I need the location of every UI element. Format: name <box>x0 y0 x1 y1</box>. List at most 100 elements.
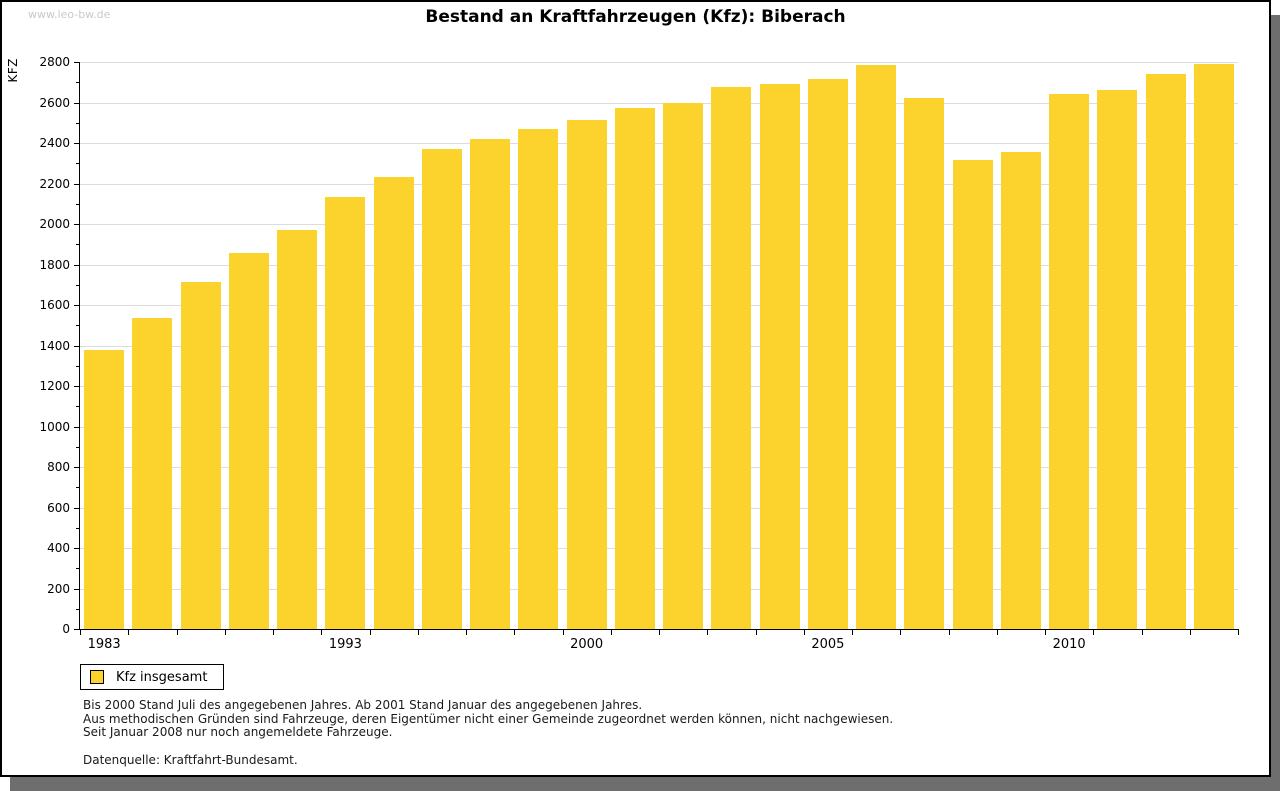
y-tick <box>74 629 80 630</box>
y-tick <box>74 345 80 347</box>
x-tick-label: 2000 <box>570 637 604 652</box>
y-tick-minor <box>76 527 80 529</box>
page-title: Bestand an Kraftfahrzeugen (Kfz): Bibera… <box>425 7 846 27</box>
x-tick <box>466 629 467 635</box>
bar <box>84 349 125 629</box>
bar <box>132 318 173 629</box>
y-tick-label: 1200 <box>39 379 70 393</box>
x-tick <box>80 629 81 635</box>
y-tick-minor <box>76 325 80 327</box>
y-tick-label: 2200 <box>39 176 70 191</box>
y-tick-minor <box>76 284 80 286</box>
x-tick <box>128 629 130 635</box>
x-tick <box>852 629 853 635</box>
bar <box>807 79 848 629</box>
gridline <box>80 62 1238 63</box>
bar <box>952 160 993 629</box>
bar <box>1000 152 1041 629</box>
bar <box>373 177 414 629</box>
y-tick-label: 800 <box>47 460 70 474</box>
legend: Kfz insgesamt <box>80 664 225 690</box>
y-tick <box>74 507 80 509</box>
footnotes: Bis 2000 Stand Juli des angegebenen Jahr… <box>83 698 894 740</box>
gridline <box>80 143 1238 144</box>
bar <box>759 84 800 629</box>
bar <box>325 196 366 629</box>
x-tick <box>514 629 516 635</box>
y-tick <box>74 305 80 306</box>
watermark: www.leo-bw.de <box>28 8 111 21</box>
y-tick-minor <box>76 163 80 165</box>
legend-label: Kfz insgesamt <box>116 669 208 685</box>
footnote-line: Bis 2000 Stand Juli des angegebenen Jahr… <box>83 698 643 712</box>
y-tick-label: 0 <box>62 622 70 636</box>
y-tick <box>74 183 80 185</box>
legend-swatch <box>90 670 104 684</box>
y-tick <box>74 386 80 387</box>
x-tick <box>224 629 226 635</box>
y-tick-minor <box>76 82 80 84</box>
x-tick <box>1045 629 1046 635</box>
y-tick-minor <box>76 122 80 124</box>
y-tick <box>74 224 80 225</box>
y-tick <box>74 588 80 590</box>
bar <box>180 281 221 629</box>
y-tick-minor <box>76 203 80 205</box>
y-tick-minor <box>76 446 80 448</box>
y-tick-label: 200 <box>47 581 70 596</box>
gridline <box>80 467 1238 468</box>
y-tick-label: 2600 <box>39 95 70 110</box>
y-tick-minor <box>76 487 80 489</box>
y-tick <box>74 62 80 63</box>
bar <box>1193 64 1234 629</box>
x-tick <box>610 629 612 635</box>
y-tick <box>74 426 80 428</box>
bar <box>566 119 607 629</box>
y-tick-label: 1000 <box>39 419 70 434</box>
x-tick <box>176 629 178 635</box>
x-tick <box>755 629 757 635</box>
x-tick-label: 2005 <box>811 637 845 652</box>
x-axis-line <box>79 629 1238 630</box>
bar <box>904 98 945 629</box>
bar <box>663 102 704 629</box>
gridline <box>80 588 1238 590</box>
x-tick-label: 2010 <box>1052 637 1086 652</box>
gridline <box>80 102 1238 104</box>
x-tick <box>1093 629 1095 635</box>
x-tick <box>707 629 709 635</box>
gridline <box>80 305 1238 306</box>
x-tick <box>273 629 274 635</box>
bar <box>711 87 752 629</box>
y-tick-minor <box>76 608 80 610</box>
gridline <box>80 426 1238 428</box>
gridline <box>80 548 1238 549</box>
y-axis-label: KFZ <box>6 58 20 83</box>
footnote-line: Aus methodischen Gründen sind Fahrzeuge,… <box>83 711 894 726</box>
bar <box>856 65 897 629</box>
bar <box>470 138 511 629</box>
plot-area: 0 200 400 600 800 1000 1200 1400 1600 1800 2000 220… <box>39 56 1239 652</box>
x-tick <box>1238 629 1239 635</box>
y-tick-label: 1400 <box>39 338 70 353</box>
x-tick <box>417 629 419 635</box>
bar <box>614 107 655 629</box>
y-tick-minor <box>76 568 80 570</box>
gridline <box>80 507 1238 509</box>
y-tick-label: 600 <box>47 500 70 515</box>
bar <box>1097 90 1138 629</box>
x-tick <box>948 629 950 635</box>
x-tick <box>369 629 371 635</box>
y-tick-label: 1800 <box>39 257 70 272</box>
bar <box>1049 94 1090 629</box>
bar <box>421 149 462 629</box>
x-tick <box>996 629 998 635</box>
y-tick-label: 2800 <box>39 55 70 69</box>
gridline <box>80 183 1238 185</box>
y-tick-label: 2400 <box>39 136 70 150</box>
x-tick <box>1189 629 1191 635</box>
y-tick-label: 1600 <box>39 298 70 312</box>
y-tick-minor <box>76 406 80 408</box>
y-tick <box>74 467 80 468</box>
y-tick <box>74 143 80 144</box>
